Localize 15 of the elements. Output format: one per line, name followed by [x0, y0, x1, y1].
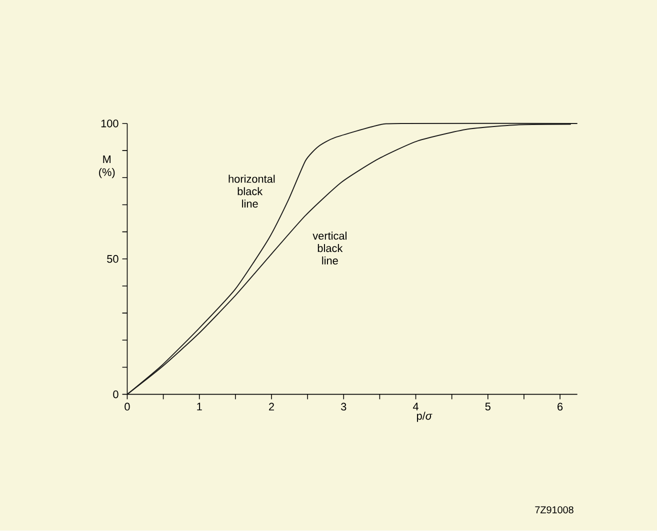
x-tick-label: 4	[412, 402, 418, 410]
series-label: horizontal black line	[228, 174, 275, 208]
x-tick-label: 6	[558, 402, 563, 411]
x-tick-label: 3	[341, 402, 346, 411]
text: 7Z91008	[535, 506, 574, 514]
series-label: vertical black line	[312, 232, 346, 265]
x-tick-label: 2	[269, 402, 274, 411]
y-tick-label: 100	[101, 120, 118, 128]
x-tick-label: 0	[124, 402, 130, 411]
y-tick-label: 50	[107, 255, 118, 263]
y-axis-title: M (%)	[99, 156, 115, 178]
x-axis-title: p/σ	[416, 412, 432, 422]
y-tick-label: 0	[113, 390, 118, 398]
x-tick-label: 5	[485, 402, 490, 411]
x-tick-label: 1	[197, 402, 202, 410]
